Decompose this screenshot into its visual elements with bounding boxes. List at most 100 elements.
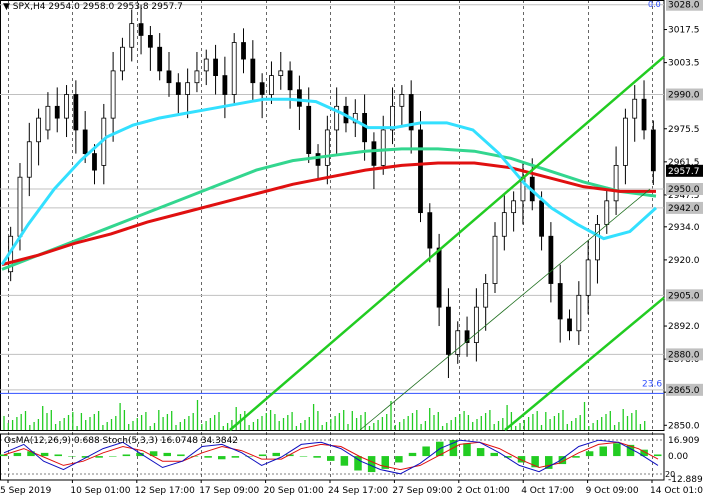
osma-bar xyxy=(286,454,294,457)
osma-bar xyxy=(54,454,62,457)
price-tag-label: 3028.0 xyxy=(668,1,700,11)
price-tag xyxy=(666,201,703,214)
osma-bar xyxy=(654,454,662,457)
symbol-label: SPX,H4 xyxy=(12,2,46,12)
time-tick-label: 10 Sep 01:00 xyxy=(70,486,130,496)
osma-bar xyxy=(136,452,144,457)
candle-body xyxy=(595,224,600,261)
candle-body xyxy=(185,82,191,95)
osma-bar xyxy=(231,456,240,458)
candle-body xyxy=(585,259,591,296)
candle-body xyxy=(408,94,414,131)
time-tick-label: 20 Sep 01:00 xyxy=(264,486,324,496)
osma-bar xyxy=(13,452,22,457)
price-tag xyxy=(666,183,703,196)
candle-body xyxy=(222,75,228,95)
price-tick-label: 2975.5 xyxy=(668,125,700,135)
candle-body xyxy=(17,176,23,237)
osma-bar xyxy=(463,443,471,457)
osma-bar xyxy=(599,446,607,457)
candlesticks xyxy=(8,4,656,379)
osma-bar xyxy=(272,452,280,457)
osma-bar xyxy=(258,454,267,457)
candle-body xyxy=(36,117,41,143)
stoch-signal-line xyxy=(3,441,659,471)
indicator-tick-label: -12.889 xyxy=(668,475,703,485)
candle-body xyxy=(45,105,51,131)
candle-body xyxy=(380,129,386,166)
osma-bar xyxy=(109,456,117,457)
candle-body xyxy=(26,141,32,178)
candle-body xyxy=(231,42,237,95)
candle-body xyxy=(73,94,79,131)
osma-bar xyxy=(585,451,594,457)
osma-bar xyxy=(40,452,49,457)
channel-upper-line xyxy=(229,55,665,431)
osma-bar xyxy=(68,456,76,457)
candle-body xyxy=(213,58,218,77)
osma-bar xyxy=(218,456,226,460)
candle-body xyxy=(483,283,489,308)
volume-bars xyxy=(3,400,646,430)
price-tag xyxy=(666,348,703,361)
candle-body xyxy=(138,23,144,36)
candle-body xyxy=(613,164,619,202)
candle-body xyxy=(259,82,265,95)
indicator-subwindow: OsMA(12,26,9) 0.688 Stoch(5,3,3) 16.0748… xyxy=(0,436,664,475)
ema-mid-line xyxy=(1,147,657,271)
candle-body xyxy=(632,98,638,119)
candle-body xyxy=(64,94,69,119)
price-tag-label: 2942.0 xyxy=(668,204,700,214)
osma-bar xyxy=(340,456,349,466)
time-tick-label: 5 Sep 2019 xyxy=(0,486,52,496)
osma-bar xyxy=(545,456,553,469)
osma-bar xyxy=(422,446,430,457)
candle-body xyxy=(492,235,498,284)
price-tag xyxy=(666,383,703,396)
candle-body xyxy=(650,129,656,172)
osma-bar xyxy=(327,456,335,461)
osma-bar xyxy=(122,454,131,457)
osma-bar xyxy=(490,452,498,457)
candle-body xyxy=(157,46,163,72)
candle-body xyxy=(604,200,610,225)
price-tick-label: 2892.0 xyxy=(668,322,700,332)
time-tick-label: 4 Oct 17:00 xyxy=(521,486,574,496)
candle-body xyxy=(306,105,312,154)
osma-bar xyxy=(204,456,212,458)
candle-body xyxy=(110,70,116,119)
candle-body xyxy=(436,247,442,308)
corner-label: 0.0 xyxy=(648,0,661,9)
candle-body xyxy=(324,129,330,166)
price-tag-label: 2880.0 xyxy=(668,350,700,360)
ema-slow-line xyxy=(1,161,656,267)
candle-body xyxy=(399,94,405,107)
osma-bar xyxy=(81,456,90,458)
candle-body xyxy=(501,212,507,237)
price-tag-label: 2950.0 xyxy=(668,185,700,195)
indicator-frame xyxy=(0,433,665,481)
osma-bar xyxy=(558,456,567,465)
indicator-tick-label: 0.00 xyxy=(668,452,688,462)
candle-body xyxy=(241,42,246,60)
osma-bar xyxy=(27,451,35,457)
price-tag-label: 2990.0 xyxy=(668,91,700,101)
osma-bar xyxy=(381,456,389,469)
osma-bar xyxy=(517,456,526,463)
indicator-tick-label: 16.909 xyxy=(668,436,700,446)
fib-level-label: 23.6 xyxy=(642,379,662,389)
candle-body xyxy=(539,200,544,237)
candle-body xyxy=(641,98,647,131)
osma-bar xyxy=(504,456,512,458)
candle-body xyxy=(92,153,97,171)
dropdown-triangle-icon[interactable]: ▼ xyxy=(3,2,10,12)
candle-body xyxy=(567,318,572,332)
price-tick-label: 3017.5 xyxy=(668,26,700,36)
channel-lower-line xyxy=(504,296,665,431)
osma-bar xyxy=(572,456,580,458)
time-tick-label: 17 Sep 09:00 xyxy=(199,486,259,496)
price-tag-label: 2865.0 xyxy=(668,386,700,396)
